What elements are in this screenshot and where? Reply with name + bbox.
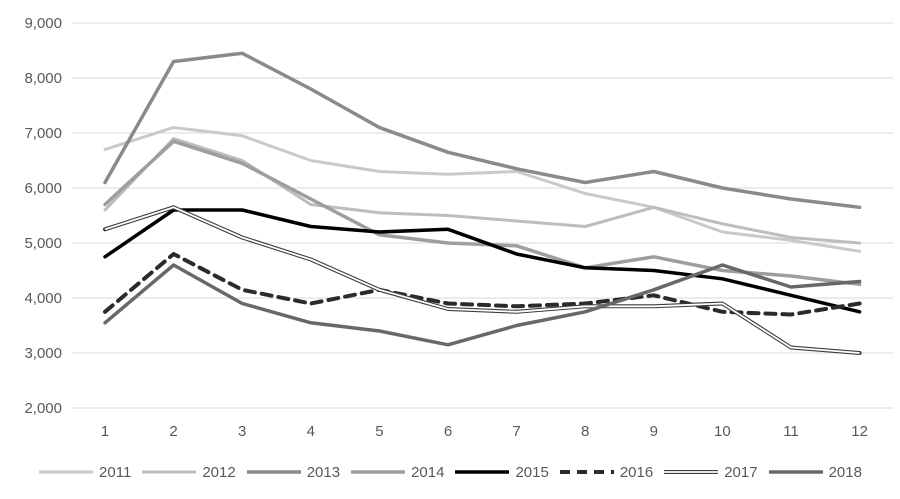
legend-item-2015: 2015	[454, 463, 549, 481]
legend-item-2013: 2013	[246, 464, 340, 481]
y-tick-label: 8,000	[24, 70, 62, 87]
y-tick-label: 4,000	[24, 290, 62, 307]
x-tick-label: 6	[444, 423, 452, 440]
legend-label-2013: 2013	[306, 463, 341, 481]
legend-label-2012: 2012	[202, 463, 236, 481]
plot-area: 2,000 3,000 4,000 5,000 6,000 7,000 8,000 9,000…	[24, 15, 893, 440]
legend-swatch-2013	[246, 470, 301, 474]
chart-legend: 2011 2012 2013 2014 2015 2016 2017 2018	[0, 452, 900, 492]
legend-swatch-2011	[39, 470, 94, 474]
x-tick-label: 9	[650, 423, 658, 440]
series-line-2012	[103, 137, 862, 245]
series-line-inner-2017	[104, 206, 860, 354]
legend-label-2016: 2016	[619, 463, 654, 481]
y-tick-label: 3,000	[24, 345, 62, 362]
legend-label-2018: 2018	[828, 463, 862, 481]
legend-item-2016: 2016	[559, 464, 653, 481]
x-tick-label: 8	[581, 423, 589, 440]
x-tick-label: 2	[169, 423, 177, 440]
legend-label-2017: 2017	[724, 463, 758, 481]
x-tick-label: 1	[101, 423, 109, 440]
legend-swatch-2012	[142, 470, 197, 474]
legend-item-2011: 2011	[38, 464, 131, 481]
x-tick-label: 5	[375, 423, 383, 440]
legend-swatch-2014	[351, 470, 406, 474]
series-line-2015	[103, 208, 862, 314]
legend-item-2012: 2012	[141, 463, 236, 481]
legend-item-2017: 2017	[663, 463, 758, 481]
legend-swatch-2018	[768, 470, 823, 474]
legend-item-2014: 2014	[350, 464, 444, 481]
x-tick-label: 7	[512, 423, 520, 440]
y-tick-label: 7,000	[24, 125, 62, 142]
x-tick-label: 12	[851, 423, 868, 440]
legend-label-2011: 2011	[99, 463, 132, 481]
series-line-2018	[103, 263, 862, 347]
x-tick-label: 3	[238, 423, 246, 440]
legend-label-2015: 2015	[515, 463, 549, 481]
y-tick-label: 6,000	[24, 180, 62, 197]
legend-swatch-2016	[559, 470, 614, 474]
y-tick-label: 2,000	[24, 400, 62, 417]
series-line-2014	[103, 139, 862, 287]
x-tick-label: 11	[783, 423, 799, 440]
legend-label-2014: 2014	[411, 463, 445, 481]
legend-swatch-2015	[455, 470, 510, 474]
legend-item-2018: 2018	[768, 464, 862, 481]
series-line-2013	[103, 51, 862, 210]
series-line-2011	[103, 126, 862, 253]
legend-swatch-2017	[664, 470, 719, 474]
y-tick-label: 9,000	[24, 15, 62, 32]
x-tick-label: 10	[714, 423, 731, 440]
y-tick-label: 5,000	[24, 235, 62, 252]
x-tick-label: 4	[307, 423, 315, 440]
